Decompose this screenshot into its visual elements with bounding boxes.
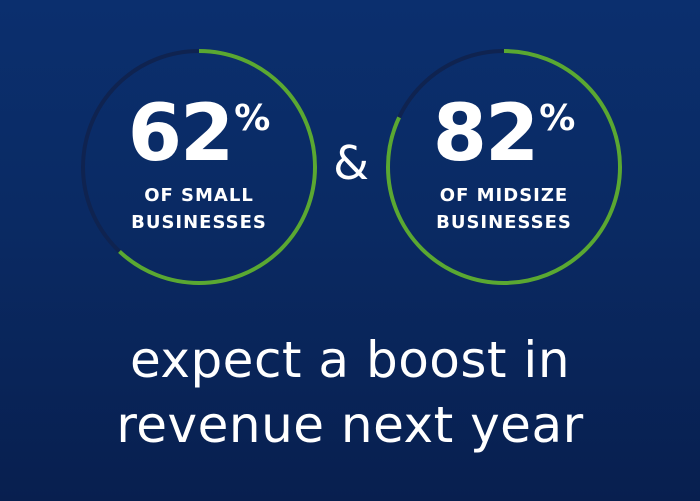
small-business-label-line1: OF SMALL [144,185,254,206]
caption-line-1: expect a boost in [129,331,571,389]
midsize-business-label-line2: BUSINESSES [436,212,572,233]
midsize-business-label-line1: OF MIDSIZE [439,185,569,206]
small-business-gauge: 62% OF SMALL BUSINESSES [79,47,319,287]
midsize-business-gauge: 82% OF MIDSIZE BUSINESSES [384,47,624,287]
midsize-business-ring-progress [386,49,622,285]
midsize-business-ring [386,49,622,285]
caption-line-2: revenue next year [116,396,584,454]
small-business-percent-value: 62 [127,89,235,179]
small-business-ring-progress [81,49,317,285]
midsize-business-percent-sign: % [539,98,576,139]
midsize-business-percent-value: 82 [432,89,540,179]
ampersand-connector: & [333,136,369,190]
small-business-label-line2: BUSINESSES [131,212,267,233]
small-business-percent-sign: % [234,98,271,139]
small-business-ring [81,49,317,285]
